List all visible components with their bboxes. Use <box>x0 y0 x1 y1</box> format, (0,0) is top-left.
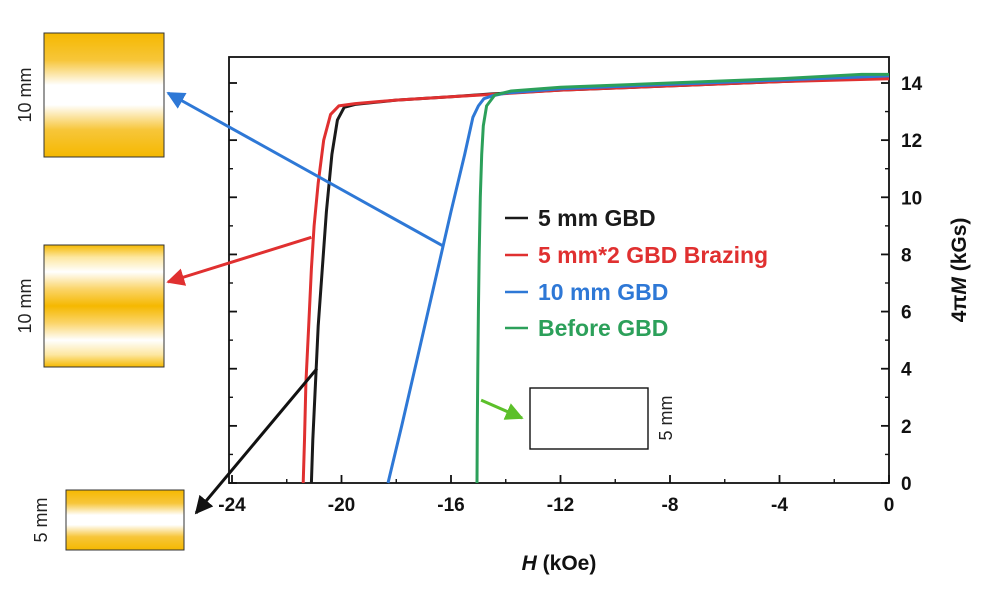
y-tick-label: 10 <box>901 188 922 209</box>
inset-sample-5mm-edges: 5 mm <box>31 489 185 551</box>
sample-thickness-label: 10 mm <box>15 67 35 122</box>
x-tick-label: -20 <box>328 495 355 516</box>
sample-block <box>43 32 165 158</box>
sample-thickness-label: 5 mm <box>656 396 676 441</box>
legend-entry-1: 5 mm*2 GBD Brazing <box>505 242 768 268</box>
x-tick-label: 0 <box>884 495 895 516</box>
sample-block <box>65 489 185 551</box>
legend: 5 mm GBD 5 mm*2 GBD Brazing 10 mm GBD Be… <box>505 205 768 341</box>
y-tick-label: 14 <box>901 74 923 95</box>
y-tick-label: 6 <box>901 303 912 324</box>
series-line-3 <box>475 72 889 484</box>
y-tick-label: 2 <box>901 417 912 438</box>
annotation-arrows <box>166 91 524 515</box>
y-tick-label: 12 <box>901 131 922 152</box>
x-tick-label: -4 <box>771 495 788 516</box>
axis-ticks: -24 -20 -16 -12 -8 -4 00 2 4 6 8 10 12 14 <box>218 74 922 516</box>
arrow-to-5mm-plain <box>480 398 524 420</box>
x-axis-label: H (kOe) <box>522 552 597 575</box>
x-tick-label: -8 <box>662 495 679 516</box>
y-tick-label: 0 <box>901 474 912 495</box>
arrow-to-5mm-edges <box>194 367 319 515</box>
inset-sample-10mm-edges: 10 mm <box>15 32 165 158</box>
inset-sample-10mm-double: 10 mm <box>15 244 165 368</box>
sample-block <box>43 244 165 368</box>
y-axis-label: 4πM (kGs) <box>948 218 971 323</box>
sample-thickness-label: 5 mm <box>31 498 51 543</box>
legend-entry-3: Before GBD <box>505 315 668 341</box>
svg-text:Before GBD: Before GBD <box>538 315 668 341</box>
x-tick-label: -24 <box>218 495 246 516</box>
arrow-to-10mm-edges <box>166 91 444 248</box>
legend-entry-2: 10 mm GBD <box>505 279 668 305</box>
x-tick-label: -16 <box>437 495 464 516</box>
y-tick-label: 4 <box>901 360 912 381</box>
x-tick-label: -12 <box>547 495 574 516</box>
series-group <box>301 72 890 484</box>
inset-sample-5mm-plain: 5 mm <box>529 387 676 450</box>
legend-entry-0: 5 mm GBD <box>505 205 656 231</box>
sample-thickness-label: 10 mm <box>15 278 35 333</box>
svg-text:10 mm GBD: 10 mm GBD <box>538 279 668 305</box>
svg-text:5 mm GBD: 5 mm GBD <box>538 205 656 231</box>
y-tick-label: 8 <box>901 245 912 266</box>
svg-text:5 mm*2 GBD Brazing: 5 mm*2 GBD Brazing <box>538 242 768 268</box>
arrow-to-10mm-double <box>166 235 312 286</box>
plot-frame <box>228 56 890 484</box>
sample-block <box>529 387 649 450</box>
